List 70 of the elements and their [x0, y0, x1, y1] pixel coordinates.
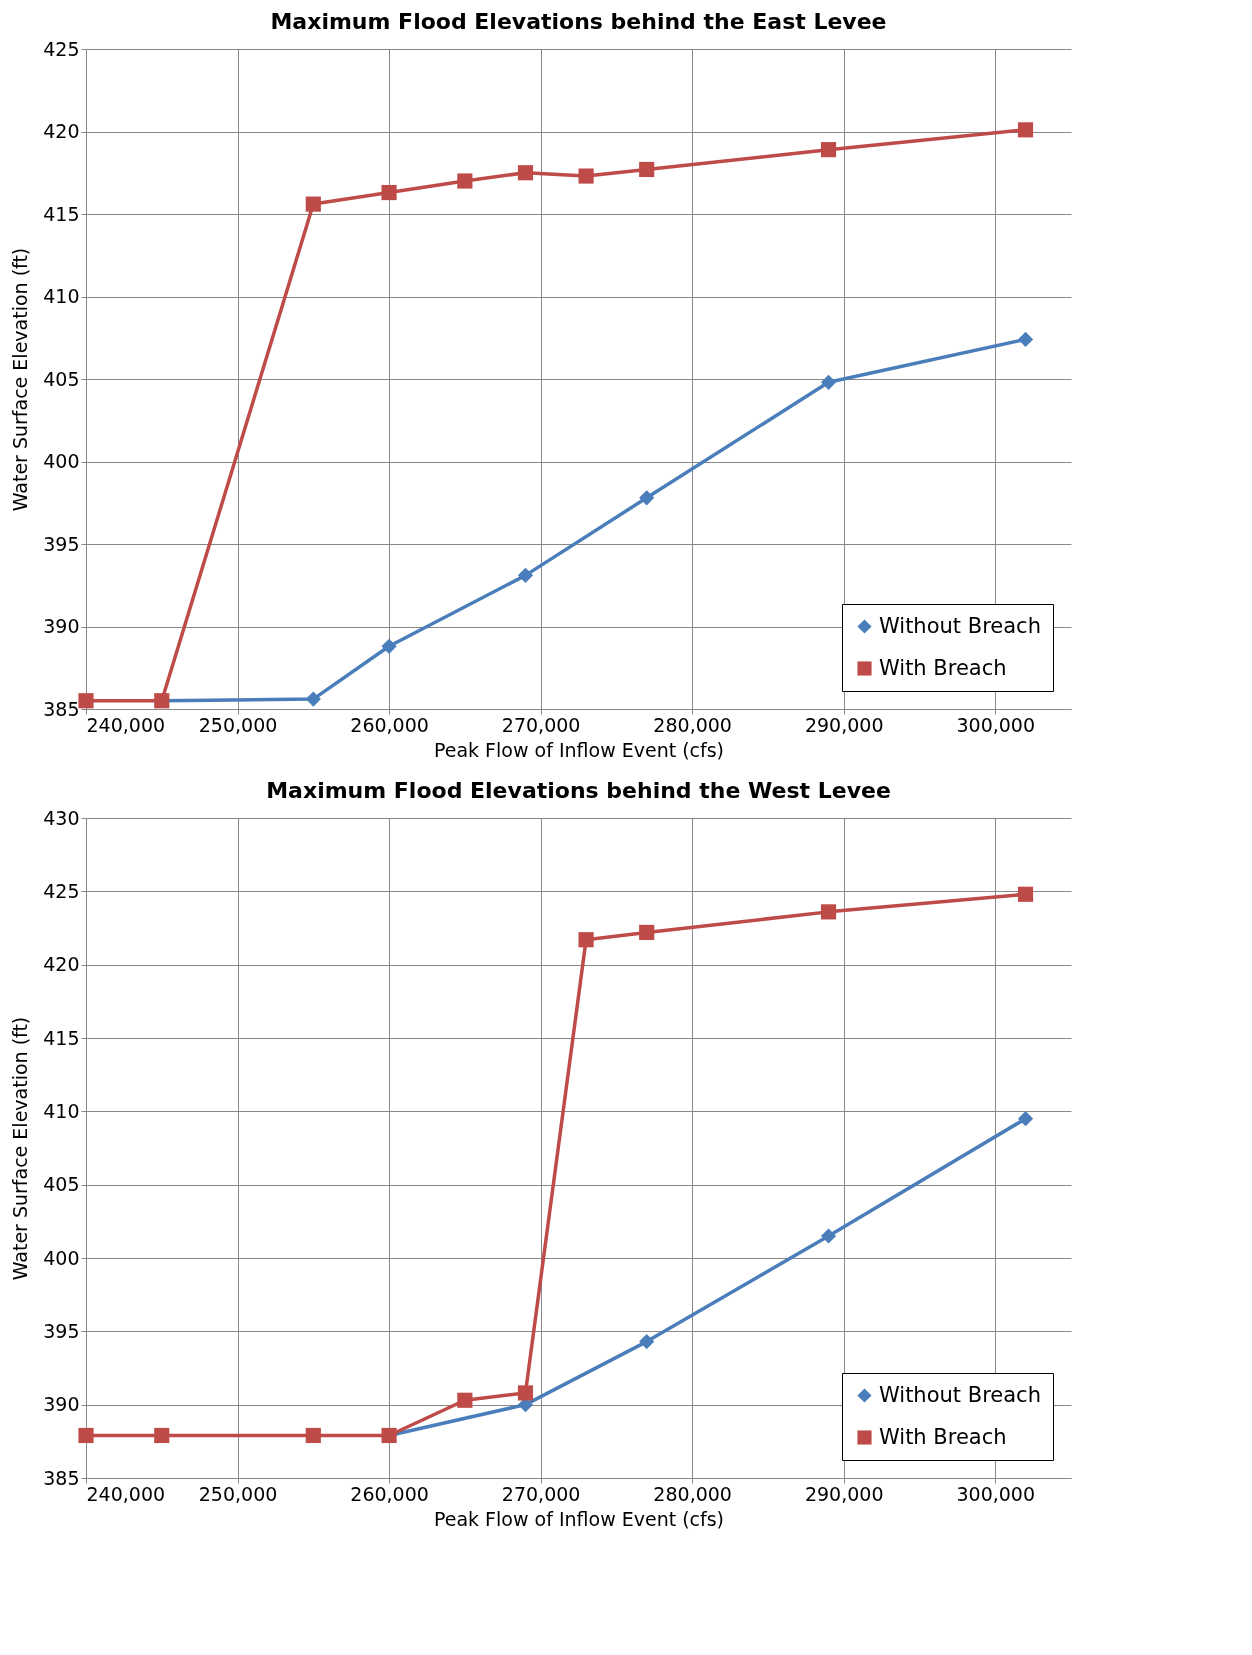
point	[1017, 1111, 1034, 1127]
y-tick-label: 390	[43, 1393, 80, 1416]
point	[820, 374, 837, 390]
x-axis-title: Peak Flow of Inflow Event (cfs)	[433, 738, 725, 761]
point	[305, 196, 321, 212]
x-tick-label: 300,000	[956, 713, 1036, 736]
y-tick-label: 420	[43, 120, 80, 142]
x-tick-label: 250,000	[198, 713, 278, 736]
y-tick-label: 405	[43, 1173, 80, 1196]
y-tick-label: 420	[43, 953, 80, 976]
y-tick-label: 385	[43, 1466, 80, 1489]
x-tick-label: 300,000	[956, 1482, 1036, 1505]
chart-title: Maximum Flood Elevations behind the West Levee	[266, 778, 891, 803]
y-tick-label: 410	[43, 1099, 80, 1122]
point	[457, 1392, 473, 1408]
point	[305, 1427, 321, 1444]
legend-label: With Breach	[879, 655, 1007, 680]
point	[1017, 886, 1034, 902]
x-tick-label: 260,000	[350, 713, 429, 736]
y-tick-label: 385	[43, 697, 80, 720]
y-axis-title: Water Surface Elevation (ft)	[9, 247, 32, 512]
point	[820, 904, 837, 920]
point	[1017, 331, 1034, 347]
x-axis-title: Peak Flow of Inflow Event (cfs)	[433, 1507, 725, 1530]
point	[820, 1228, 837, 1244]
y-tick-label: 405	[43, 367, 80, 390]
point	[578, 932, 594, 948]
y-tick-label: 425	[43, 879, 80, 902]
legend-label: Without Breach	[879, 613, 1041, 638]
y-tick-label: 410	[43, 285, 80, 307]
point	[517, 165, 534, 181]
point	[1017, 122, 1034, 138]
point	[517, 1385, 534, 1401]
point	[820, 142, 837, 158]
point	[154, 1427, 170, 1444]
y-tick-label: 400	[43, 450, 80, 472]
x-tick-label: 260,000	[350, 1482, 429, 1505]
point	[639, 1334, 655, 1350]
x-tick-label: 290,000	[804, 1482, 884, 1505]
y-tick-label: 395	[43, 1319, 80, 1342]
y-tick-label: 395	[43, 532, 80, 555]
y-tick-label: 425	[43, 37, 80, 60]
point	[639, 490, 655, 506]
x-tick-label: 240,000	[86, 1482, 166, 1505]
x-tick-label: 280,000	[653, 1482, 732, 1505]
legend-label: Without Breach	[879, 1382, 1041, 1407]
y-tick-label: 400	[43, 1246, 80, 1269]
y-tick-label: 390	[43, 615, 80, 637]
legend-label: With Breach	[879, 1424, 1007, 1449]
point	[639, 161, 655, 178]
x-tick-label: 270,000	[501, 713, 581, 736]
point	[578, 168, 594, 184]
x-tick-label: 280,000	[653, 713, 732, 736]
y-tick-label: 415	[43, 1026, 80, 1049]
y-tick-label: 430	[43, 806, 80, 829]
x-tick-label: 270,000	[501, 1482, 581, 1505]
point	[78, 1427, 94, 1444]
point	[639, 924, 655, 940]
x-tick-label: 240,000	[86, 713, 166, 736]
x-tick-label: 290,000	[804, 713, 884, 736]
chart-title: Maximum Flood Elevations behind the East Levee	[270, 9, 887, 34]
y-tick-label: 415	[43, 202, 80, 225]
point	[457, 173, 473, 189]
point	[517, 567, 534, 583]
point	[381, 638, 397, 654]
x-tick-label: 250,000	[198, 1482, 278, 1505]
point	[78, 693, 94, 709]
point	[381, 184, 397, 201]
y-axis-title: Water Surface Elevation (ft)	[9, 1016, 32, 1281]
point	[305, 691, 321, 707]
